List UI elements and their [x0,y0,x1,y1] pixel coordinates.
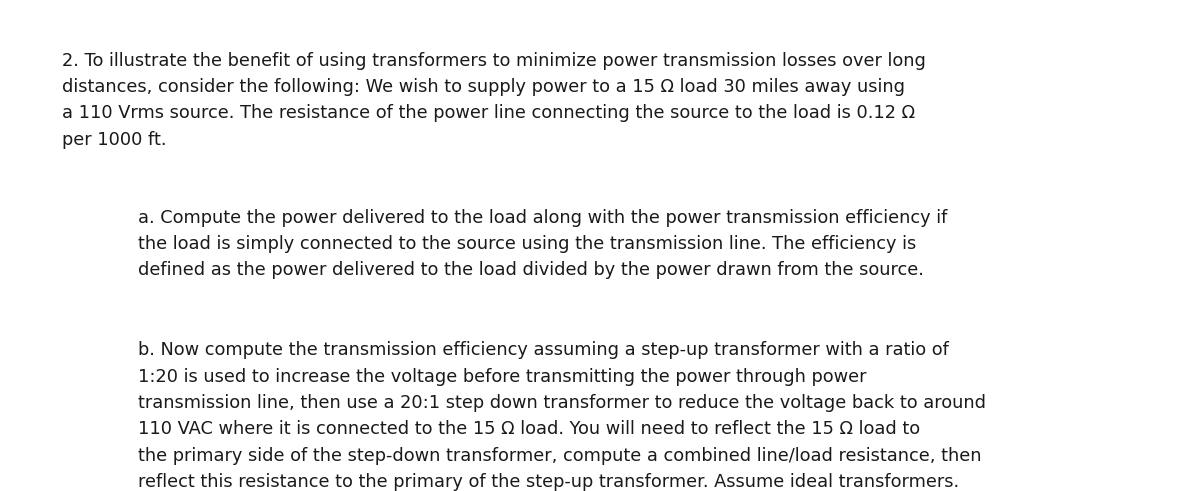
Text: a. Compute the power delivered to the load along with the power transmission eff: a. Compute the power delivered to the lo… [138,209,947,279]
Text: b. Now compute the transmission efficiency assuming a step-up transformer with a: b. Now compute the transmission efficien… [138,341,986,491]
Text: 2. To illustrate the benefit of using transformers to minimize power transmissio: 2. To illustrate the benefit of using tr… [62,52,926,149]
